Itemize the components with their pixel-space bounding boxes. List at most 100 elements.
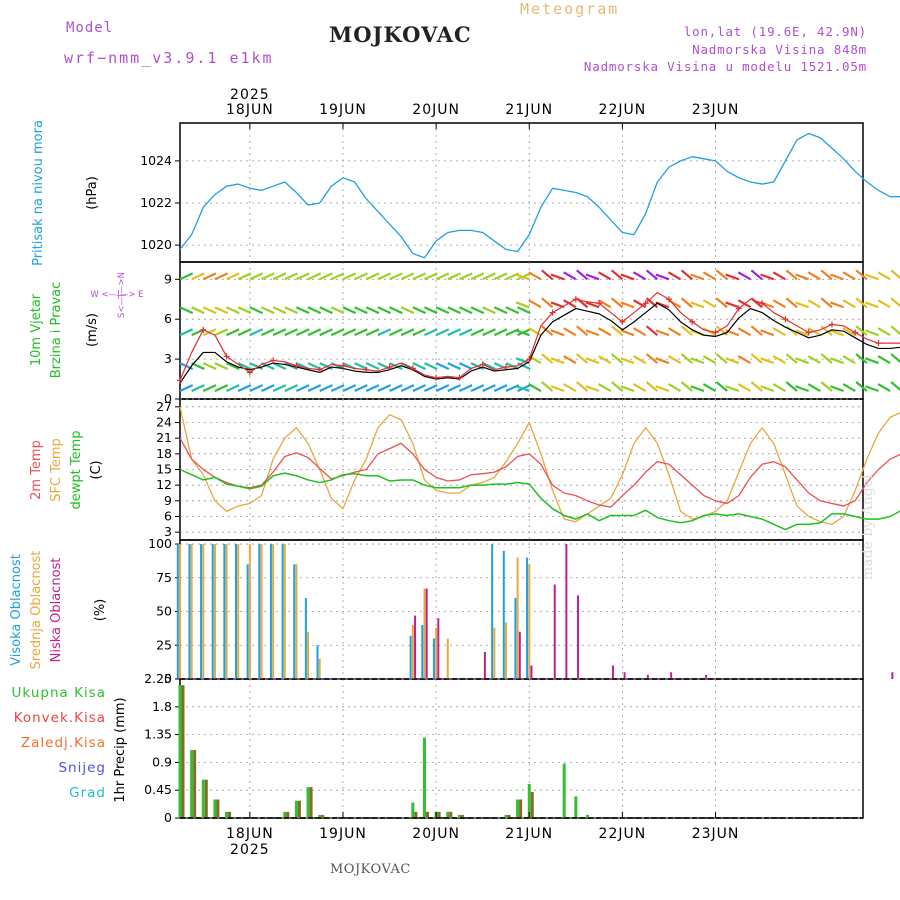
wind-barb [645,353,659,364]
wind-barb [319,328,333,337]
precip-total-bar [201,779,205,818]
wind-barb [737,383,752,392]
wind-barb [620,357,635,365]
wind-barb [458,306,473,315]
precip-conv-bar [519,799,523,818]
wind-barb [342,306,357,315]
wind-barb [307,362,322,371]
wind-barb [261,384,275,393]
wind-barb [237,362,252,371]
lonlat-info: lon,lat (19.6E, 42.9N) [683,24,867,39]
wind-barb [750,381,763,392]
wind-barb [389,272,403,281]
precip-conv-bar [228,811,232,818]
wind-barb [482,384,496,393]
wind-barb [807,271,821,281]
wind-speed-marker [409,365,416,372]
tsfc-ylabel: SFC Temp [49,438,64,502]
precip-conv-bar [321,814,325,818]
precip-conv-bar [193,750,197,818]
cloud-bar [304,598,307,679]
cloud-bar [421,625,424,679]
precip-total-bar [562,763,566,818]
wind-speed-marker [572,296,579,303]
wind-barb [482,306,496,315]
cloud-bar [246,564,249,679]
wind-barb [493,328,508,337]
cloud-bar [235,544,238,679]
cloud-bar [179,544,181,679]
wind-barb [272,384,287,393]
wind-unit: (m/s) [85,313,100,347]
wind-barb [389,306,403,315]
precip-total-bar [294,800,298,818]
cloud-bar [553,584,556,679]
wind-barb [447,272,461,281]
wind-barb [702,383,717,392]
cloud-bar [260,544,263,679]
precip-conv-bar [414,811,418,818]
wind-barb [795,301,810,309]
wind-barb [214,328,229,337]
cloud-bar [223,544,226,679]
wind-speed-marker [782,316,789,323]
wind-barb [842,271,856,281]
day-label-bottom: 23JUN [692,826,740,842]
precip-legend-2: Zaledj.Kisa [21,735,106,751]
cloud-bar [623,672,626,679]
wind-barb [237,328,252,337]
wind-barb [864,301,879,309]
wind-barb [365,362,380,371]
wind-gust-line [179,302,900,384]
wind-barb [412,272,426,281]
cloud-high-ylabel: Visoka Oblacnost [9,554,24,666]
wind-barb [319,384,333,393]
cloud-bar [295,564,298,679]
wind-barb [550,273,565,281]
wind-barb [807,355,821,365]
y-tick-label: 1024 [140,153,172,168]
wind-barb [785,353,798,364]
wind-barb [655,273,670,281]
wind-barb [365,306,380,315]
wind-barb [877,355,891,365]
y-tick-label: 0 [164,391,172,406]
cloud-bar [432,638,435,679]
cloud-bar [530,665,533,679]
y-tick-label: 0.45 [144,782,172,797]
day-label-bottom: 18JUN [226,826,274,842]
wind-speed-marker [619,318,626,325]
wind-ylabel-1: 10m Vjetar [29,293,44,366]
wind-barb [330,328,345,337]
precip-total-bar [574,796,578,818]
wind-barb [680,269,693,281]
precip-conv-bar [204,779,208,818]
wind-barb [377,328,392,337]
precip-conv-bar [449,811,453,818]
wind-barb [830,329,844,337]
precip-total-bar [422,737,426,818]
model-elevation-info: Nadmorska Visina u modelu 1521.05m [583,59,867,74]
cloud-bar [504,622,507,679]
precip-legend-4: Grad [69,785,106,801]
wind-barb [179,272,194,281]
wind-barb [541,325,554,336]
wind-barb [470,272,485,281]
wind-barb [807,383,821,392]
wind-speed-marker [665,296,672,303]
y-tick-label: 1.8 [152,699,172,714]
wind-barb [563,327,577,337]
wind-barb [515,273,530,281]
precip-total-bar [306,787,310,818]
year-label-top: 2025 [230,87,270,103]
wind-barb [830,385,844,393]
wind-barb [202,362,217,371]
wind-barb [389,384,403,393]
wind-barb [585,301,600,309]
wind-barb [541,353,554,364]
wind-barb [226,384,240,393]
station-title: MOJKOVAC [329,22,472,47]
wind-barb [785,269,798,281]
wind-barb [690,357,705,365]
wind-barb [890,353,900,364]
